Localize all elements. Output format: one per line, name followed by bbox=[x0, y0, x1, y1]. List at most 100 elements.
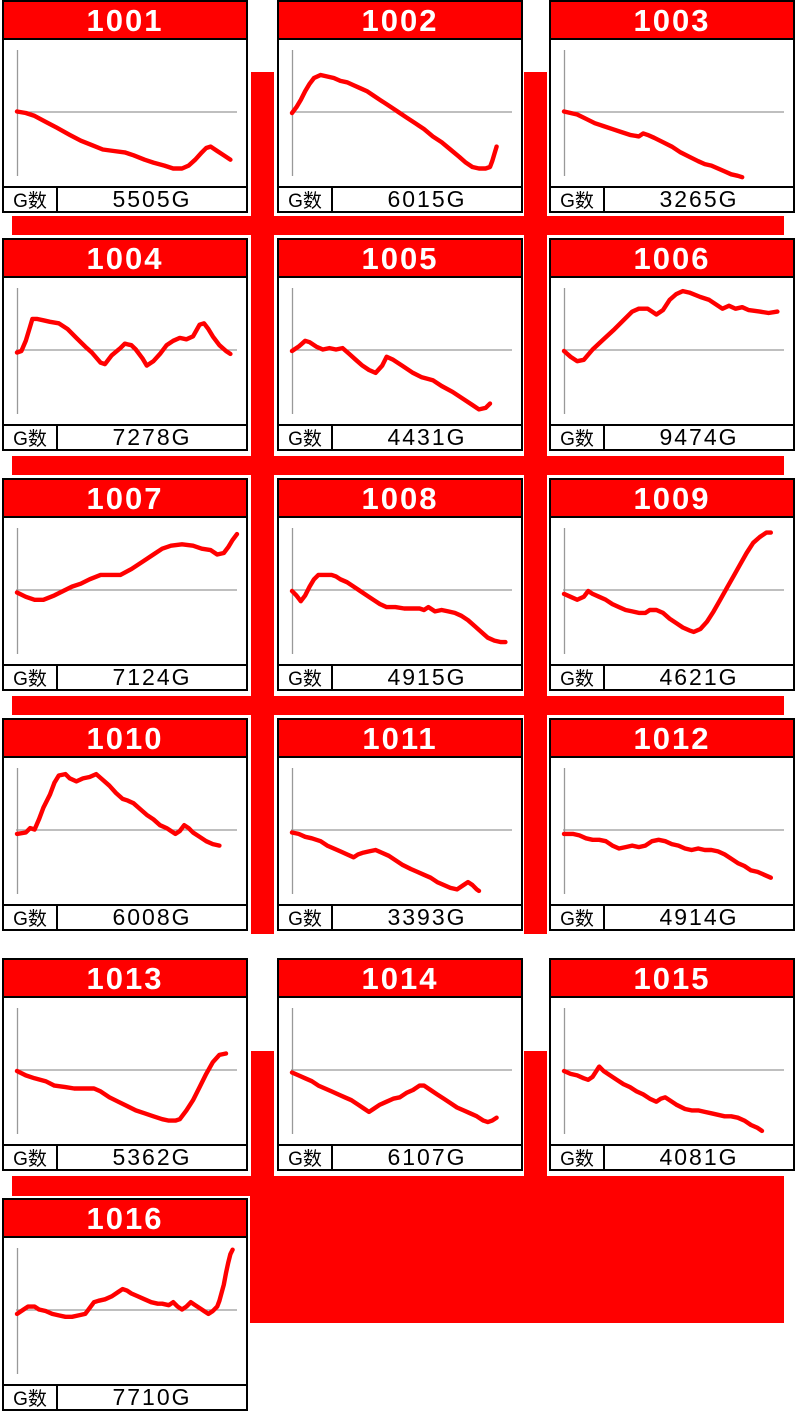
game-count-value-cell: 7710G bbox=[112, 1384, 192, 1410]
machine-number-header: 1013 bbox=[4, 960, 246, 998]
game-count-row: G数 6107G bbox=[279, 1144, 521, 1170]
machine-card[interactable]: 1002 G数 6015G bbox=[277, 0, 523, 213]
machine-card[interactable]: 1011 G数 3393G bbox=[277, 718, 523, 931]
game-count-value-cell: 5505G bbox=[112, 186, 192, 212]
slump-line bbox=[14, 316, 233, 368]
game-count-label-cell: G数 bbox=[279, 1146, 333, 1170]
machine-number-header: 1008 bbox=[279, 480, 521, 518]
slump-graph-area bbox=[551, 278, 793, 424]
machine-number-header: 1007 bbox=[4, 480, 246, 518]
game-count-value-cell: 6107G bbox=[387, 1144, 467, 1170]
game-count-value-cell: 9474G bbox=[659, 424, 739, 450]
game-count-label-cell: G数 bbox=[551, 426, 605, 450]
slump-graph-area bbox=[279, 518, 521, 664]
slump-graph-area bbox=[551, 518, 793, 664]
sparkline-svg bbox=[289, 288, 512, 414]
sparkline-svg bbox=[14, 1247, 237, 1374]
game-count-value-cell: 4915G bbox=[387, 664, 467, 690]
red-background-band-row1 bbox=[12, 216, 784, 235]
machine-card[interactable]: 1004 G数 7278G bbox=[2, 238, 248, 451]
machine-number-header: 1015 bbox=[551, 960, 793, 998]
game-count-row: G数 7278G bbox=[4, 424, 246, 450]
machine-card[interactable]: 1013 G数 5362G bbox=[2, 958, 248, 1171]
slump-graph-area bbox=[551, 758, 793, 904]
slump-line bbox=[14, 1051, 229, 1123]
sparkline-svg bbox=[561, 768, 784, 894]
game-count-label-cell: G数 bbox=[4, 1146, 58, 1170]
game-count-value-cell: 7278G bbox=[112, 424, 192, 450]
game-count-value-cell: 4621G bbox=[659, 664, 739, 690]
slump-line bbox=[561, 831, 774, 880]
machine-card[interactable]: 1006 G数 9474G bbox=[549, 238, 795, 451]
machine-card[interactable]: 1003 G数 3265G bbox=[549, 0, 795, 213]
slump-graph-area bbox=[4, 518, 246, 664]
game-count-row: G数 5362G bbox=[4, 1144, 246, 1170]
game-count-row: G数 7710G bbox=[4, 1384, 246, 1410]
game-count-label-cell: G数 bbox=[4, 1386, 58, 1410]
red-background-rect-bottom bbox=[250, 1196, 784, 1323]
slump-line bbox=[14, 531, 240, 603]
sparkline-svg bbox=[289, 528, 512, 654]
machine-number-header: 1010 bbox=[4, 720, 246, 758]
game-count-label-cell: G数 bbox=[4, 906, 58, 930]
slump-line bbox=[14, 1247, 235, 1320]
game-count-value-cell: 3393G bbox=[387, 904, 467, 930]
game-count-label-cell: G数 bbox=[4, 188, 58, 212]
red-background-strip-col1 bbox=[251, 72, 274, 934]
red-background-band-row3 bbox=[12, 696, 784, 715]
slump-graph-area bbox=[279, 278, 521, 424]
machine-number-header: 1016 bbox=[4, 1200, 246, 1238]
red-background-band-row2 bbox=[12, 456, 784, 475]
machine-card[interactable]: 1008 G数 4915G bbox=[277, 478, 523, 691]
game-count-value-cell: 4431G bbox=[387, 424, 467, 450]
slump-line bbox=[561, 288, 780, 364]
game-count-label-cell: G数 bbox=[551, 906, 605, 930]
sparkline-svg bbox=[289, 768, 512, 894]
machine-card[interactable]: 1005 G数 4431G bbox=[277, 238, 523, 451]
machine-card[interactable]: 1007 G数 7124G bbox=[2, 478, 248, 691]
slump-line bbox=[14, 771, 222, 848]
machine-card[interactable]: 1015 G数 4081G bbox=[549, 958, 795, 1171]
game-count-label-cell: G数 bbox=[4, 426, 58, 450]
slump-line bbox=[561, 530, 774, 635]
game-count-row: G数 4431G bbox=[279, 424, 521, 450]
game-count-label-cell: G数 bbox=[4, 666, 58, 690]
slump-line bbox=[289, 572, 508, 645]
machine-number-header: 1002 bbox=[279, 2, 521, 40]
game-count-row: G数 6008G bbox=[4, 904, 246, 930]
game-count-label-cell: G数 bbox=[551, 188, 605, 212]
game-count-label-cell: G数 bbox=[551, 1146, 605, 1170]
game-count-label-cell: G数 bbox=[279, 188, 333, 212]
sparkline-svg bbox=[561, 50, 784, 180]
slump-graph-area bbox=[4, 758, 246, 904]
machine-card[interactable]: 1009 G数 4621G bbox=[549, 478, 795, 691]
sparkline-svg bbox=[14, 50, 237, 176]
machine-number-header: 1009 bbox=[551, 480, 793, 518]
game-count-value-cell: 6008G bbox=[112, 904, 192, 930]
red-background-strip-col1-row5 bbox=[251, 1051, 274, 1177]
game-count-row: G数 9474G bbox=[551, 424, 793, 450]
red-background-strip-col2-row5 bbox=[524, 1051, 547, 1177]
machine-number-header: 1014 bbox=[279, 960, 521, 998]
game-count-label-cell: G数 bbox=[279, 426, 333, 450]
slump-graph-area bbox=[4, 998, 246, 1144]
game-count-row: G数 3265G bbox=[551, 186, 793, 212]
slump-line bbox=[289, 72, 499, 171]
sparkline-svg bbox=[14, 1008, 237, 1134]
machine-card[interactable]: 1014 G数 6107G bbox=[277, 958, 523, 1171]
slump-graph-area bbox=[4, 1238, 246, 1384]
sparkline-svg bbox=[14, 768, 237, 894]
game-count-row: G数 6015G bbox=[279, 186, 521, 212]
machine-card[interactable]: 1016 G数 7710G bbox=[2, 1198, 248, 1411]
machine-card[interactable]: 1010 G数 6008G bbox=[2, 718, 248, 931]
game-count-row: G数 3393G bbox=[279, 904, 521, 930]
machine-card[interactable]: 1001 G数 5505G bbox=[2, 0, 248, 213]
game-count-row: G数 4915G bbox=[279, 664, 521, 690]
game-count-value-cell: 4081G bbox=[659, 1144, 739, 1170]
game-count-value-cell: 5362G bbox=[112, 1144, 192, 1170]
game-count-value-cell: 7124G bbox=[112, 664, 192, 690]
slump-line bbox=[561, 1064, 765, 1134]
machine-card[interactable]: 1012 G数 4914G bbox=[549, 718, 795, 931]
game-count-row: G数 4621G bbox=[551, 664, 793, 690]
